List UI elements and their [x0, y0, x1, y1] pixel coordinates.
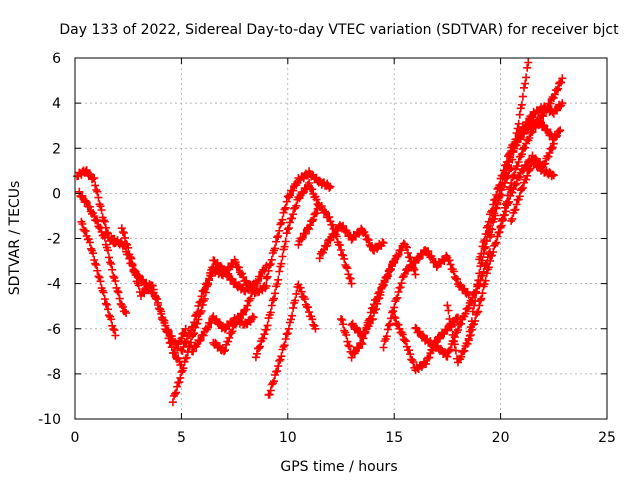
- data-points-track-17: [379, 246, 473, 352]
- tick-layer: 0 5 10 15 20 25 -10 -8 -6 -4 -2 0 2 4 6: [38, 51, 616, 446]
- series-track-16: [347, 239, 420, 341]
- series-track-9: [209, 261, 271, 356]
- x-tick-label: 0: [71, 430, 80, 446]
- y-tick-label: -4: [47, 277, 61, 293]
- x-tick-label: 20: [492, 430, 510, 446]
- data-points-track-25: [507, 157, 558, 225]
- series-track-7: [177, 255, 271, 355]
- y-tick-label: 0: [52, 186, 61, 202]
- series-track-25: [507, 157, 558, 225]
- data-points-track-16: [347, 239, 420, 341]
- data-points-track-24: [496, 139, 558, 231]
- data-points-track-1: [73, 166, 120, 248]
- chart-title: Day 133 of 2022, Sidereal Day-to-day VTE…: [59, 22, 619, 38]
- y-tick-label: -6: [47, 322, 61, 338]
- data-points-track-3: [77, 217, 120, 340]
- data-points-track-2: [75, 187, 131, 317]
- series-track-5: [117, 224, 186, 369]
- grid-layer: [75, 58, 607, 419]
- data-points-track-11: [251, 179, 324, 362]
- series-track-23: [486, 116, 565, 241]
- data-layer: [73, 58, 567, 407]
- series-track-10: [262, 167, 335, 283]
- series-track-21: [464, 74, 567, 343]
- series-track-17: [379, 246, 473, 352]
- data-points-track-7: [177, 255, 271, 355]
- x-tick-label: 5: [177, 430, 186, 446]
- y-tick-label: 6: [52, 51, 61, 67]
- data-points-track-21: [464, 74, 567, 343]
- series-track-4: [107, 234, 190, 353]
- data-points-track-4: [107, 234, 190, 353]
- data-points-track-5: [117, 224, 186, 369]
- y-tick-label: -10: [38, 412, 61, 428]
- data-points-track-8: [188, 312, 258, 356]
- data-points-track-14: [315, 221, 388, 263]
- y-tick-label: -2: [47, 232, 61, 248]
- series-track-2: [75, 187, 131, 317]
- x-tick-label: 10: [279, 430, 297, 446]
- data-points-track-12: [264, 280, 320, 399]
- y-tick-label: -8: [47, 367, 61, 383]
- data-points-track-10: [262, 167, 335, 283]
- series-track-12: [264, 280, 320, 399]
- x-tick-label: 15: [385, 430, 403, 446]
- y-tick-label: 4: [52, 96, 61, 112]
- series-track-8: [188, 312, 258, 356]
- series-track-1: [73, 166, 120, 248]
- series-track-24: [496, 139, 558, 231]
- data-points-track-23: [486, 116, 565, 241]
- series-track-14: [315, 221, 388, 263]
- x-tick-label: 25: [598, 430, 616, 446]
- y-axis-label: SDTVAR / TECUs: [7, 181, 23, 296]
- series-track-3: [77, 217, 120, 340]
- y-tick-label: 2: [52, 141, 61, 157]
- series-track-11: [251, 179, 324, 362]
- x-axis-label: GPS time / hours: [280, 459, 397, 475]
- data-points-track-9: [209, 261, 271, 356]
